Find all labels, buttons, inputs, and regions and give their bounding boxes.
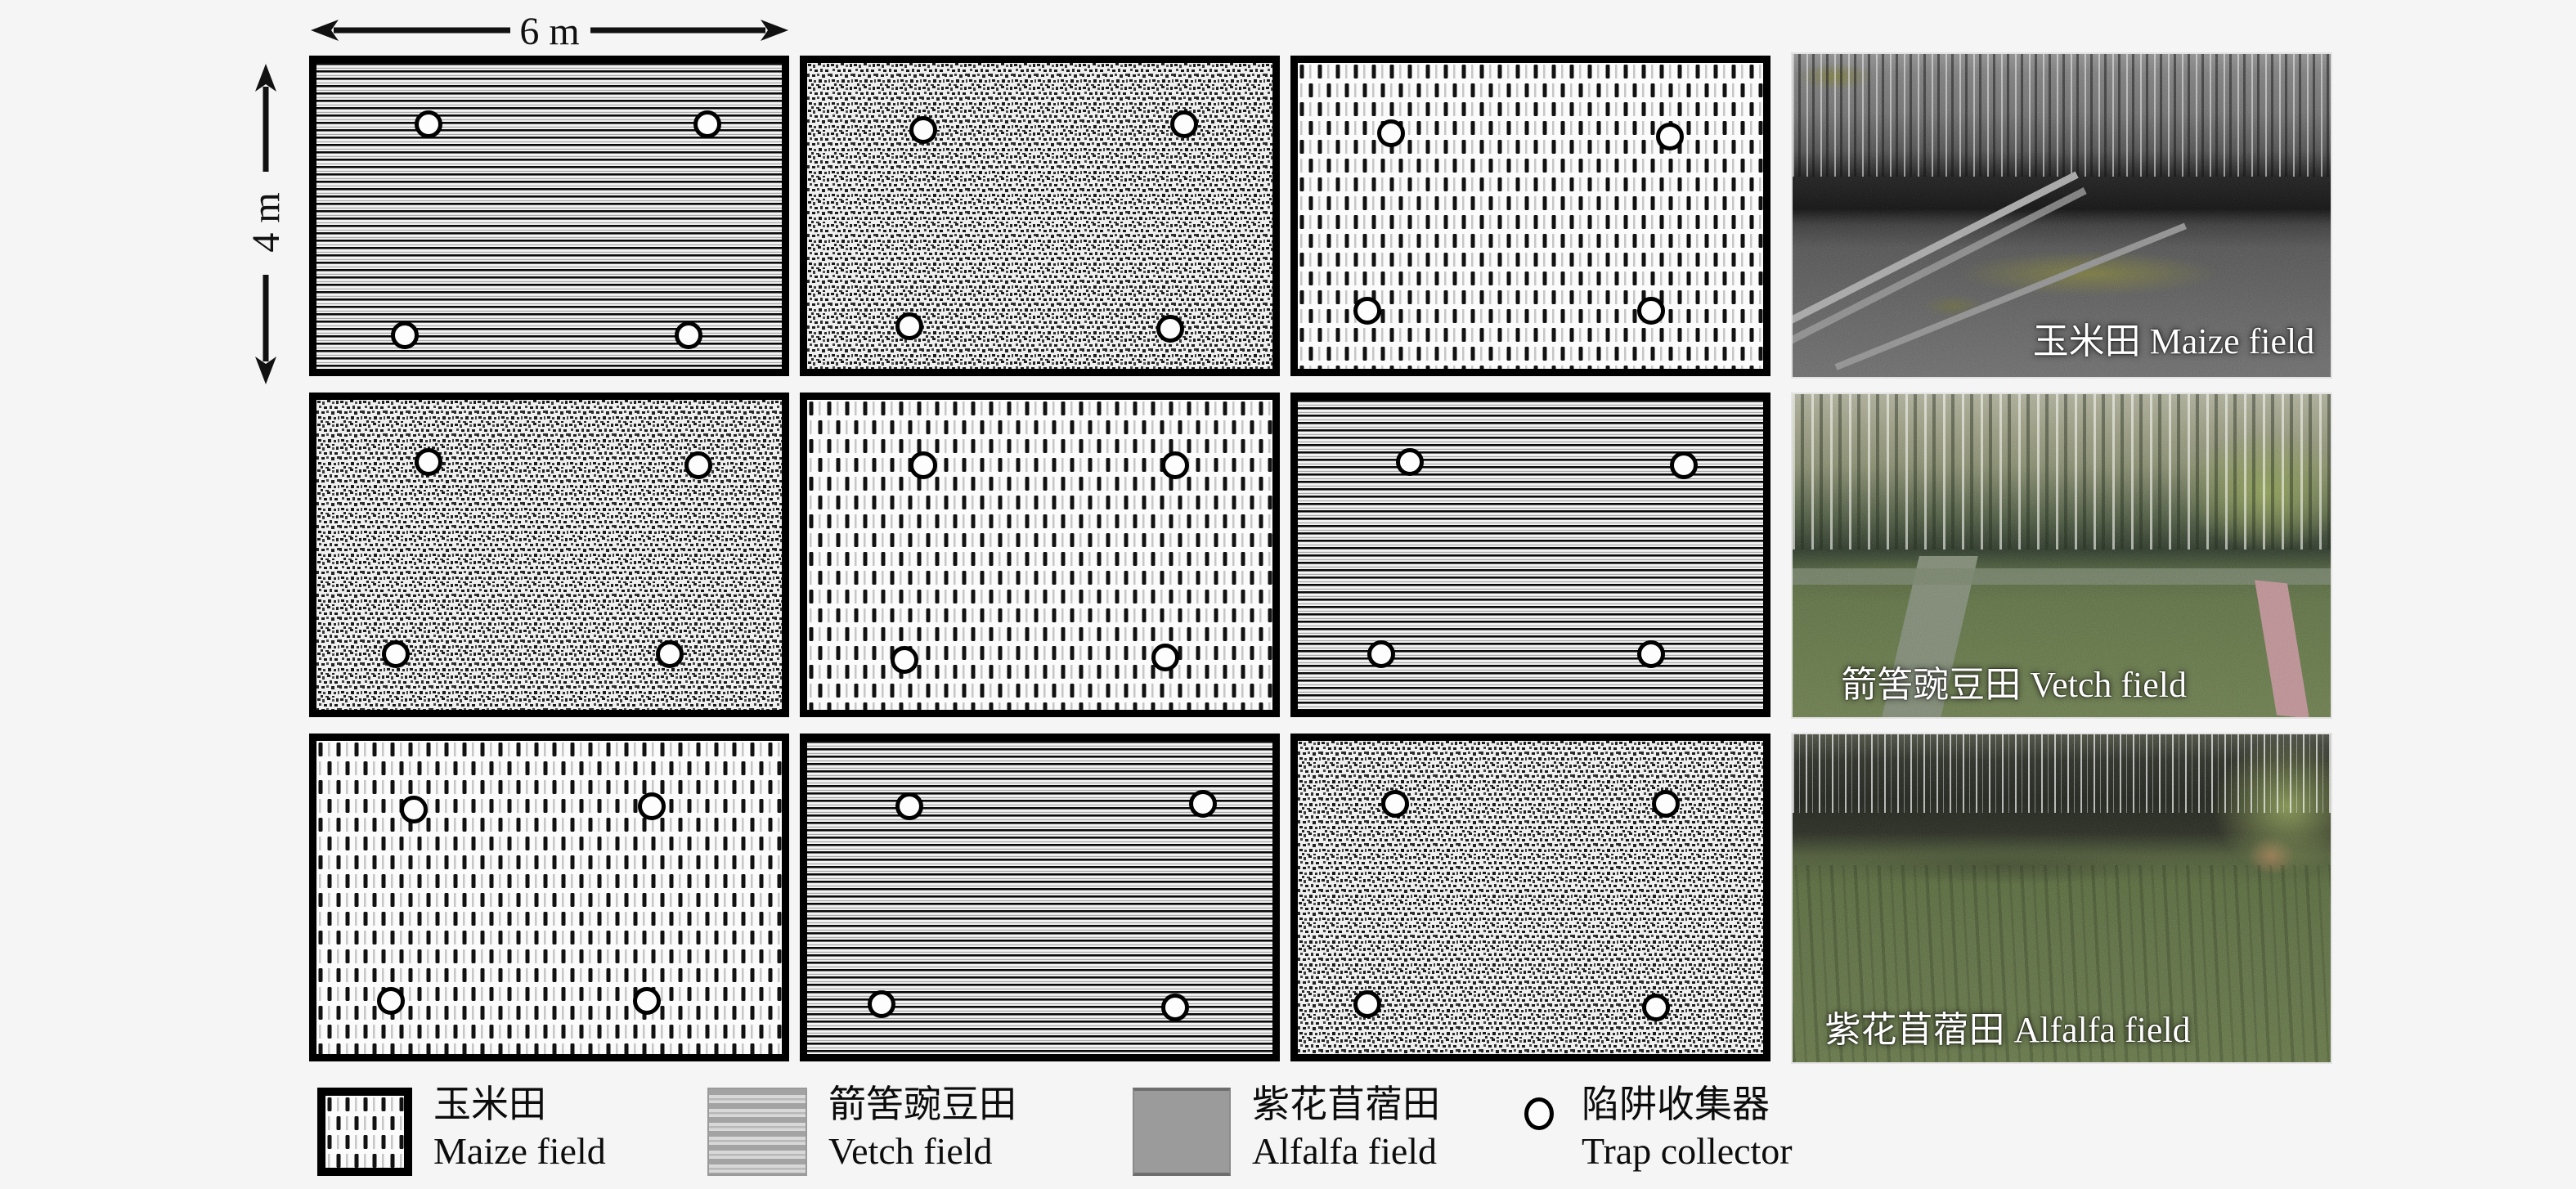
plot-r1c3-maize-field — [1290, 56, 1770, 376]
trap-collector — [895, 312, 924, 340]
photo-caption: 玉米田 Maize field — [2032, 321, 2315, 362]
trap-collector — [1160, 993, 1189, 1021]
legend-swatch-vetch — [707, 1088, 807, 1176]
height-dimension-arrow: 4 m — [245, 64, 288, 384]
trap-layer — [1298, 741, 1763, 1054]
trap-collector — [675, 321, 703, 349]
trap-collector — [1188, 789, 1217, 818]
plot-r1c1-vetch-field — [309, 56, 789, 376]
plot-r3c3-alfalfa-field — [1290, 734, 1770, 1061]
trap-collector — [400, 796, 429, 824]
trap-collector — [684, 451, 712, 479]
arrowhead-down-icon — [255, 357, 276, 384]
trap-collector — [632, 986, 661, 1015]
photo-noise-texture — [1793, 734, 2331, 1062]
arrowhead-left-icon — [311, 20, 339, 41]
legend-label-en: Trap collector — [1582, 1130, 1793, 1172]
trap-collector — [1367, 639, 1396, 668]
legend-label: 陷阱收集器 Trap collector — [1582, 1081, 1793, 1174]
legend-swatch-alfalfa — [1133, 1088, 1231, 1176]
trap-layer — [1298, 63, 1763, 369]
plot-pattern-fill — [807, 63, 1272, 369]
trap-collector — [637, 792, 666, 821]
photo-maize-field: 玉米田 Maize field — [1791, 52, 2332, 379]
legend-label-zh: 陷阱收集器 — [1582, 1084, 1770, 1125]
legend-label-zh: 紫花苜蓿田 — [1252, 1084, 1440, 1125]
legend-label: 箭筈豌豆田 Vetch field — [828, 1081, 1016, 1174]
height-dimension-label: 4 m — [245, 192, 288, 252]
legend-label-zh: 玉米田 — [433, 1084, 546, 1125]
legend-label-en: Alfalfa field — [1252, 1130, 1438, 1172]
legend-swatch-maize — [317, 1088, 412, 1176]
legend-item-trap: 陷阱收集器 Trap collector — [1523, 1081, 1793, 1186]
trap-layer — [316, 400, 782, 710]
photo-vetch-field: 箭筈豌豆田 Vetch field — [1791, 393, 2332, 719]
trap-collector — [1376, 119, 1405, 148]
trap-layer — [807, 741, 1272, 1054]
trap-collector — [1353, 989, 1382, 1018]
trap-collector — [414, 447, 442, 476]
plot-pattern-fill — [807, 400, 1272, 710]
plot-grid — [309, 56, 1770, 1061]
legend-label: 紫花苜蓿田 Alfalfa field — [1252, 1081, 1440, 1174]
trap-collector — [895, 792, 924, 821]
arrowhead-right-icon — [761, 20, 788, 41]
legend-swatch-fill — [1134, 1091, 1229, 1173]
plot-r1c2-alfalfa-field — [800, 56, 1280, 376]
width-dimension-arrow: 6 m — [311, 10, 788, 53]
photo-noise-texture — [1793, 54, 2331, 377]
plot-r2c3-vetch-field — [1290, 393, 1770, 717]
photo-caption: 紫花苜蓿田 Alfalfa field — [1824, 1009, 2191, 1050]
trap-collector — [1637, 296, 1666, 325]
trap-collector — [909, 116, 938, 145]
photo-caption: 箭筈豌豆田 Vetch field — [1841, 665, 2188, 706]
plot-r2c1-alfalfa-field — [309, 393, 789, 717]
trap-collector — [1651, 789, 1680, 818]
trap-collector — [868, 989, 896, 1018]
trap-layer — [316, 63, 782, 369]
trap-collector — [1642, 993, 1671, 1021]
legend-item-maize: 玉米田 Maize field — [317, 1081, 606, 1186]
trap-collector — [391, 321, 420, 349]
trap-collector — [1637, 639, 1666, 668]
legend-swatch-fill — [325, 1096, 404, 1168]
trap-collector — [377, 986, 406, 1015]
legend-label-en: Maize field — [433, 1130, 606, 1172]
trap-collector — [656, 639, 684, 668]
legend-label-en: Vetch field — [828, 1130, 993, 1172]
trap-collector — [1381, 789, 1410, 818]
plot-r3c1-maize-field — [309, 734, 789, 1061]
legend-item-alfalfa: 紫花苜蓿田 Alfalfa field — [1133, 1081, 1440, 1186]
photo-noise-texture — [1793, 394, 2331, 717]
plot-r3c2-vetch-field — [800, 734, 1280, 1061]
trap-collector — [1353, 296, 1382, 325]
trap-collector — [1670, 451, 1699, 479]
trap-collector — [1151, 643, 1180, 671]
trap-collector — [1395, 447, 1424, 476]
plot-r2c2-maize-field — [800, 393, 1280, 717]
trap-collector — [1160, 451, 1189, 479]
legend-label-zh: 箭筈豌豆田 — [828, 1084, 1016, 1125]
legend-item-vetch: 箭筈豌豆田 Vetch field — [707, 1081, 1016, 1186]
photo-column: 玉米田 Maize field 箭筈豌豆田 Vetch field 紫花苜蓿田 … — [1791, 52, 2332, 1064]
trap-layer — [1298, 400, 1763, 710]
trap-collector — [909, 451, 938, 479]
trap-layer — [807, 63, 1272, 369]
trap-collector — [381, 639, 410, 668]
trap-collector — [891, 646, 919, 675]
trap-collector-icon — [1523, 1088, 1560, 1176]
trap-collector — [414, 110, 442, 138]
legend-label: 玉米田 Maize field — [433, 1081, 606, 1174]
trap-layer — [316, 741, 782, 1054]
width-dimension-label: 6 m — [519, 10, 579, 53]
trap-collector — [1156, 315, 1184, 343]
legend-swatch-fill — [709, 1089, 806, 1174]
trap-collector — [1656, 122, 1685, 150]
arrowhead-up-icon — [255, 64, 276, 92]
trap-collector — [693, 110, 721, 138]
photo-alfalfa-field: 紫花苜蓿田 Alfalfa field — [1791, 733, 2332, 1064]
trap-layer — [807, 400, 1272, 710]
trap-collector — [1169, 110, 1198, 138]
